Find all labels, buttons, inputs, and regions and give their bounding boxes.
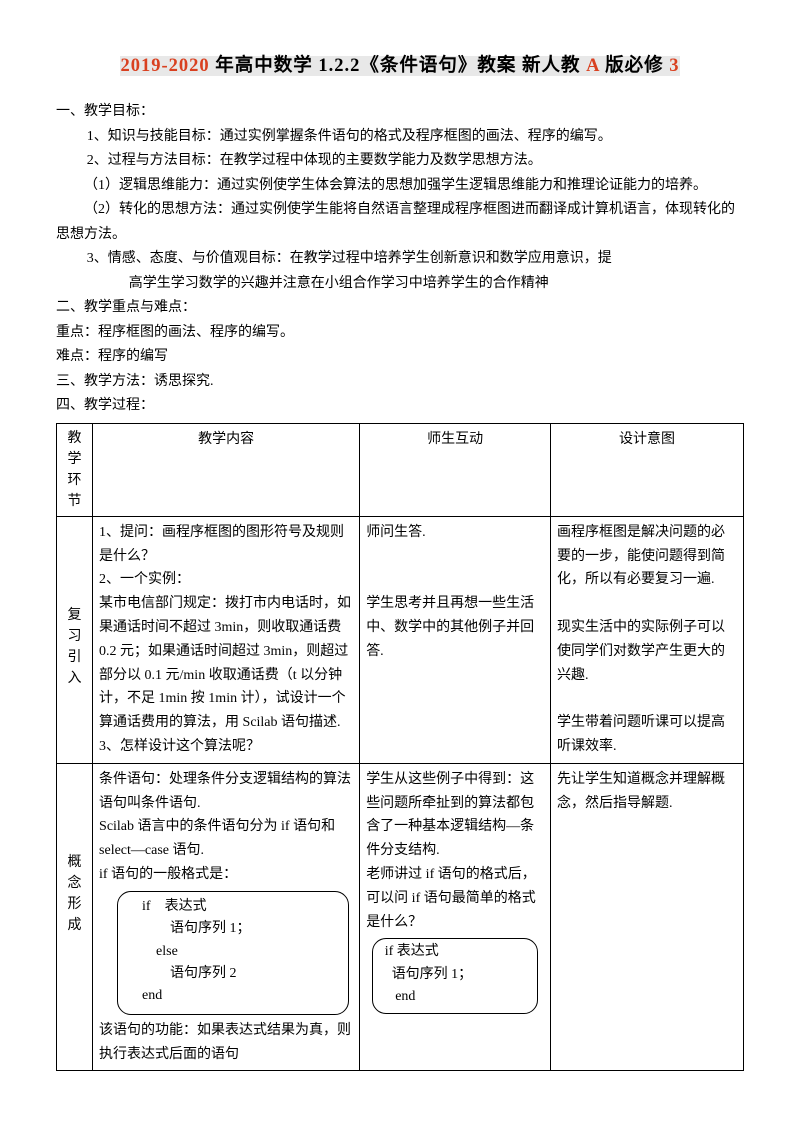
interact-p: 学生从这些例子中得到：这些问题所牵扯到的算法都包含了一种基本逻辑结构—条件分支结… (366, 768, 544, 863)
th-content: 教学内容 (93, 423, 360, 516)
th-phase: 教学环节 (57, 423, 93, 516)
content-cell: 1、提问：画程序框图的图形符号及规则是什么？ 2、一个实例： 某市电信部门规定：… (93, 516, 360, 763)
sec1-item1: 1、知识与技能目标：通过实例掌握条件语句的格式及程序框图的画法、程序的编写。 (56, 125, 744, 150)
intent-p: 现实生活中的实际例子可以使同学们对数学产生更大的兴趣. (557, 616, 737, 687)
phase-cell: 概 念 形 成 (57, 763, 93, 1071)
if-simple-box: if 表达式 语句序列 1； end (372, 938, 538, 1013)
th-intent: 设计意图 (551, 423, 744, 516)
sec2-l2: 难点：程序的编写 (56, 345, 744, 370)
title-mid2: 版必修 (600, 56, 670, 76)
th-interact: 师生互动 (360, 423, 551, 516)
sec1-item3a: 3、情感、态度、与价值观目标：在教学过程中培养学生创新意识和数学应用意识，提 (56, 247, 744, 272)
title-a: A (586, 56, 599, 76)
phase-cell: 复 习 引 入 (57, 516, 93, 763)
table-row: 复 习 引 入 1、提问：画程序框图的图形符号及规则是什么？ 2、一个实例： 某… (57, 516, 744, 763)
intent-cell: 画程序框图是解决问题的必要的一步，能使问题得到简化，所以有必要复习一遍. 现实生… (551, 516, 744, 763)
page-title: 2019-2020 年高中数学 1.2.2《条件语句》教案 新人教 A 版必修 … (56, 50, 744, 82)
intent-p: 先让学生知道概念并理解概念，然后指导解题. (557, 768, 737, 816)
sec1-head: 一、教学目标： (56, 100, 744, 125)
sec2-l1: 重点：程序框图的画法、程序的编写。 (56, 321, 744, 346)
interact-p: 学生思考并且再想一些生活中、数学中的其他例子并回答. (366, 592, 544, 663)
th-phase-text: 教学环节 (63, 428, 86, 512)
phase-label: 概 念 形 成 (63, 768, 86, 936)
intent-cell: 先让学生知道概念并理解概念，然后指导解题. (551, 763, 744, 1071)
content-post: 该语句的功能：如果表达式结果为真，则执行表达式后面的语句 (99, 1019, 353, 1067)
interact-cell: 学生从这些例子中得到：这些问题所牵扯到的算法都包含了一种基本逻辑结构—条件分支结… (360, 763, 551, 1071)
sec1-item2: 2、过程与方法目标：在教学过程中体现的主要数学能力及数学思想方法。 (56, 149, 744, 174)
sec1-sub2: （2）转化的思想方法：通过实例使学生能将自然语言整理成程序框图进而翻译成计算机语… (56, 198, 744, 247)
content-pre: 条件语句：处理条件分支逻辑结构的算法语句叫条件语句. Scilab 语言中的条件… (99, 768, 353, 887)
sec4-head: 四、教学过程： (56, 394, 744, 419)
interact-p: 老师讲过 if 语句的格式后，可以问 if 语句最简单的格式是什么？ (366, 863, 544, 934)
interact-p: 师问生答. (366, 521, 544, 545)
title-3: 3 (669, 56, 679, 76)
interact-cell: 师问生答. 学生思考并且再想一些生活中、数学中的其他例子并回答. (360, 516, 551, 763)
sec1-item3b: 高学生学习数学的兴趣并注意在小组合作学习中培养学生的合作精神 (56, 272, 744, 297)
table-header-row: 教学环节 教学内容 师生互动 设计意图 (57, 423, 744, 516)
content-cell: 条件语句：处理条件分支逻辑结构的算法语句叫条件语句. Scilab 语言中的条件… (93, 763, 360, 1071)
intent-p: 学生带着问题听课可以提高听课效率. (557, 711, 737, 759)
sec3-head: 三、教学方法：诱思探究. (56, 370, 744, 395)
sec2-head: 二、教学重点与难点： (56, 296, 744, 321)
lesson-plan-table: 教学环节 教学内容 师生互动 设计意图 复 习 引 入 1、提问：画程序框图的图… (56, 423, 744, 1072)
phase-label: 复 习 引 入 (63, 521, 86, 689)
sec1-sub1: （1）逻辑思维能力：通过实例使学生体会算法的思想加强学生逻辑思维能力和推理论证能… (56, 174, 744, 199)
content-text: 1、提问：画程序框图的图形符号及规则是什么？ 2、一个实例： 某市电信部门规定：… (99, 521, 353, 759)
table-row: 概 念 形 成 条件语句：处理条件分支逻辑结构的算法语句叫条件语句. Scila… (57, 763, 744, 1071)
title-mid: 年高中数学 1.2.2《条件语句》教案 新人教 (210, 56, 587, 76)
title-year: 2019-2020 (120, 56, 209, 76)
intent-p: 画程序框图是解决问题的必要的一步，能使问题得到简化，所以有必要复习一遍. (557, 521, 737, 592)
if-syntax-box: if 表达式 语句序列 1； else 语句序列 2 end (117, 891, 349, 1015)
